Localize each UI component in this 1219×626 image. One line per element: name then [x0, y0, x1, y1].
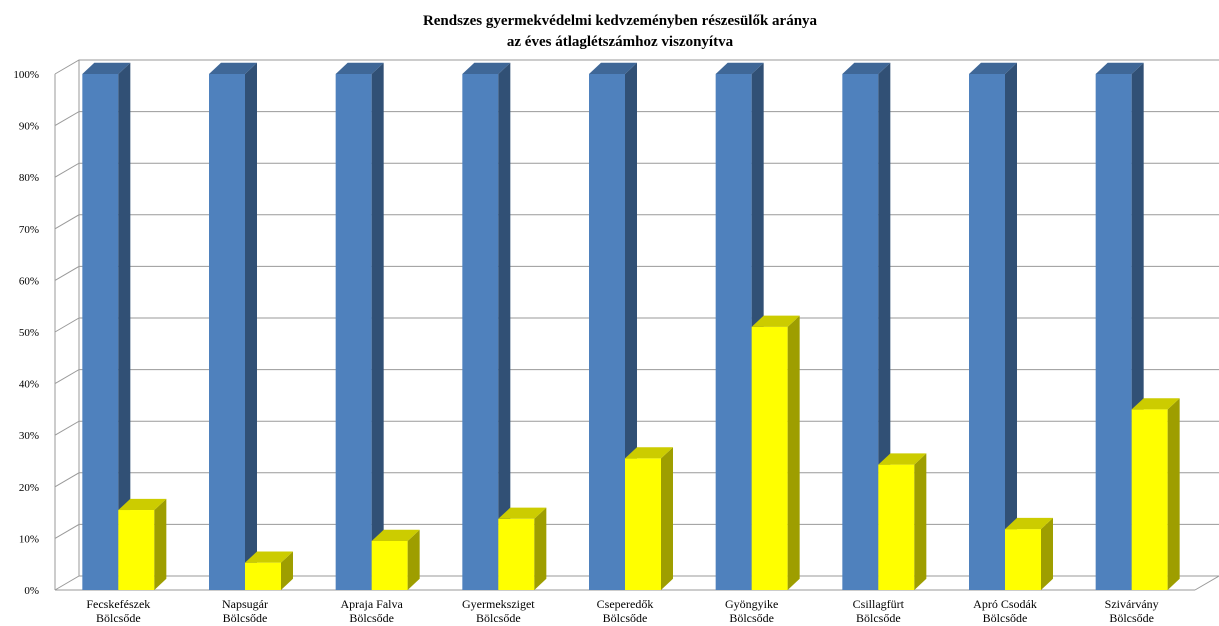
bar: [1131, 398, 1180, 590]
bar-side: [154, 498, 167, 590]
x-tick-label: Szivárvány Bölcsőde: [1105, 597, 1159, 625]
bar-side: [498, 62, 511, 591]
bar-top: [1095, 62, 1144, 74]
y-tick-label: 80%: [19, 172, 39, 184]
bar-top: [462, 62, 511, 74]
bar: [462, 62, 511, 591]
bar: [498, 507, 547, 590]
bar-front: [498, 518, 535, 590]
bar-front: [209, 74, 245, 590]
bar-front: [589, 74, 625, 590]
bar-front: [1005, 529, 1041, 590]
bar-top: [751, 315, 800, 327]
x-tick-label: Gyöngyike Bölcsőde: [725, 597, 778, 625]
bar-side: [534, 507, 547, 590]
bar-front: [715, 74, 752, 590]
bar-front: [118, 510, 155, 590]
y-tick-label: 40%: [19, 379, 39, 391]
bar-top: [878, 453, 927, 465]
bar: [118, 498, 167, 590]
y-tick-label: 90%: [19, 121, 39, 133]
x-tick-label: Apraja Falva Bölcsőde: [341, 597, 404, 625]
bar-side: [1167, 398, 1180, 590]
bar: [751, 315, 800, 590]
y-tick-label: 60%: [19, 275, 39, 287]
y-tick-label: 30%: [19, 430, 39, 442]
bar-front: [82, 74, 119, 590]
bar: [371, 529, 420, 590]
bar-top: [209, 62, 257, 74]
bar-top: [371, 529, 420, 541]
y-tick-label: 100%: [13, 69, 39, 81]
bar-front: [1131, 409, 1168, 590]
bar: [245, 551, 293, 590]
y-tick-label: 20%: [19, 482, 39, 494]
bar: [209, 62, 257, 591]
bar-side: [118, 62, 131, 591]
bar-top: [842, 62, 891, 74]
bar: [1005, 517, 1053, 590]
bar-side: [281, 551, 293, 590]
bar-side: [407, 529, 420, 590]
bar-side: [371, 62, 384, 591]
bar-top: [245, 551, 293, 563]
x-tick-label: Cseperedők Bölcsőde: [597, 597, 654, 625]
bar-front: [371, 540, 408, 590]
bar-front: [842, 74, 879, 590]
bar-top: [498, 507, 547, 519]
floor-edge: [1194, 575, 1219, 591]
bar-side: [245, 62, 257, 591]
bar-top: [715, 62, 764, 74]
x-tick-label: Napsugár Bölcsőde: [222, 597, 268, 625]
bar: [969, 62, 1017, 591]
bars: [82, 62, 1180, 591]
bar: [625, 447, 673, 590]
y-tick-label: 10%: [19, 533, 39, 545]
y-axis: 0% 10% 20% 30% 40% 50% 60% 70% 80% 90% 100%: [13, 60, 1219, 597]
bar-top: [625, 447, 673, 459]
bar-side: [1041, 517, 1053, 590]
bar-side: [661, 447, 673, 590]
chart-title-line-1: Rendszes gyermekvédelmi kedvzeményben ré…: [423, 13, 818, 29]
x-tick-label: Csillagfürt Bölcsőde: [853, 597, 905, 625]
y-tick-label: 50%: [19, 327, 39, 339]
bar: [878, 453, 927, 590]
y-tick-label: 0%: [24, 585, 39, 597]
bar-top: [82, 62, 131, 74]
bar-top: [589, 62, 637, 74]
bar-side: [914, 453, 927, 590]
bar-top: [1131, 398, 1180, 410]
bar-side: [787, 315, 800, 590]
bar-front: [969, 74, 1005, 590]
bar-front: [462, 74, 499, 590]
x-tick-label: Apró Csodák Bölcsőde: [973, 597, 1037, 625]
chart-title-line-2: az éves átlaglétszámhoz viszonyítva: [507, 34, 734, 50]
y-tick-label: 70%: [19, 224, 39, 236]
bar-front: [751, 326, 788, 590]
bar-front: [1095, 74, 1132, 590]
bar: [82, 62, 131, 591]
bar-side: [1005, 62, 1017, 591]
category-labels: Fecskefészek Bölcsőde Napsugár Bölcsőde Apra…: [86, 597, 1158, 625]
bar-front: [335, 74, 372, 590]
bar-top: [118, 498, 167, 511]
x-tick-label: Fecskefészek Bölcsőde: [86, 597, 150, 625]
bar: [335, 62, 384, 591]
bar-top: [969, 62, 1017, 74]
chart-title: Rendszes gyermekvédelmi kedvzeményben ré…: [423, 13, 818, 50]
x-tick-label: Gyermeksziget Bölcsőde: [462, 597, 535, 625]
bar-front: [245, 562, 281, 590]
bar-top: [335, 62, 384, 74]
bar-top: [1005, 517, 1053, 530]
bar-front: [878, 464, 915, 590]
bar-front: [625, 458, 661, 590]
